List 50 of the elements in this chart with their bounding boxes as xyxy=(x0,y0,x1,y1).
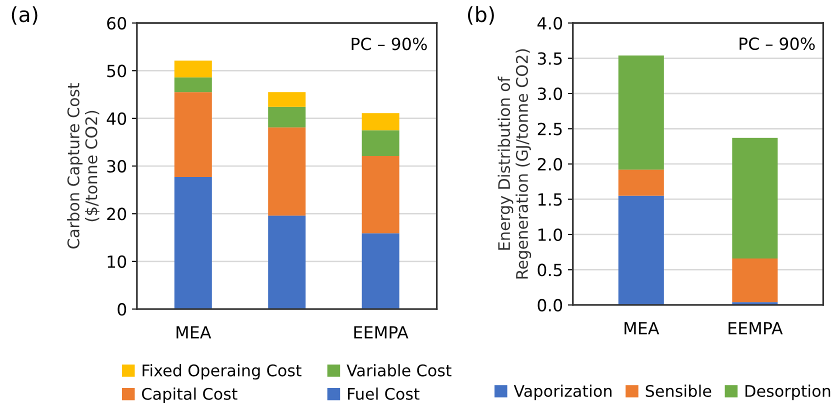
y-tick-label: 3.5 xyxy=(538,52,562,65)
legend-label: Fixed Operaing Cost xyxy=(142,364,302,380)
y-tick-label: 0 xyxy=(118,303,126,316)
x-tick-label: EEMPA xyxy=(728,322,783,334)
bar xyxy=(618,196,664,305)
y-axis-title: Energy Distribution of Regeneration (GJ/tonne CO2) xyxy=(498,49,532,278)
y-tick-label: 1.5 xyxy=(538,193,562,206)
y-tick-label: 3.0 xyxy=(538,87,562,100)
bar xyxy=(732,138,778,258)
bar xyxy=(268,92,306,107)
y-tick-label: 10 xyxy=(108,255,126,268)
annotation: PC – 90% xyxy=(352,38,427,50)
legend-label: Variable Cost xyxy=(346,364,452,376)
y-tick-label: 30 xyxy=(107,160,126,173)
legend-label: Desorption xyxy=(746,384,830,400)
y-tick-label: 0.5 xyxy=(538,264,562,276)
annotation: PC – 90% xyxy=(740,37,815,50)
y-tick-label: 40 xyxy=(106,112,126,125)
y-tick-label: 0.0 xyxy=(538,298,562,312)
bar xyxy=(732,258,778,302)
x-tick-label: EEMPA xyxy=(354,326,408,338)
legend-label: Fuel Cost xyxy=(348,388,420,400)
bar xyxy=(362,130,400,156)
bar xyxy=(362,113,400,130)
bar xyxy=(268,127,306,216)
legend-label: Capital Cost xyxy=(142,388,238,403)
bar xyxy=(174,77,212,92)
x-tick-label: MEA xyxy=(624,322,660,334)
y-tick-label: 4.0 xyxy=(537,16,562,30)
bar xyxy=(268,106,306,128)
legend-label: Sensible xyxy=(646,384,712,398)
bar xyxy=(268,216,306,310)
bar xyxy=(174,177,212,310)
x-tick-label: MEA xyxy=(176,326,212,338)
bar xyxy=(618,170,664,196)
y-tick-label: 20 xyxy=(107,208,126,220)
text: (b) xyxy=(468,6,494,25)
y-tick-label: 2.5 xyxy=(538,122,562,136)
y-tick-label: 1.0 xyxy=(538,228,562,242)
y-tick-label: 2.0 xyxy=(538,158,562,171)
y-axis-title: Carbon Capture Cost ($/tonne CO2) xyxy=(67,83,100,248)
bar xyxy=(362,156,400,234)
bar xyxy=(174,92,212,178)
y-tick-label: 60 xyxy=(107,16,126,30)
legend-label: Vaporization xyxy=(514,384,612,400)
y-tick-label: 50 xyxy=(107,64,126,78)
bar xyxy=(362,233,400,310)
bar xyxy=(174,60,212,78)
bar xyxy=(618,55,664,170)
text: (a) xyxy=(12,6,38,25)
